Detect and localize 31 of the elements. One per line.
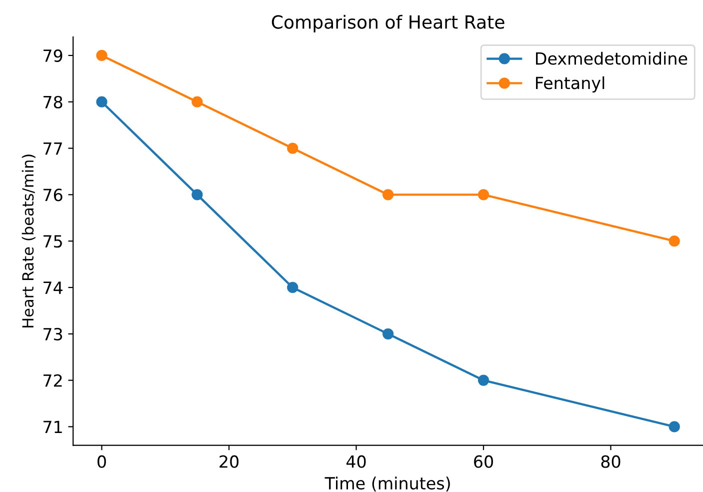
x-tick-label: 20	[220, 455, 238, 468]
y-tick-label: 73	[44, 328, 62, 340]
point	[287, 142, 298, 154]
y-tick-label: 74	[44, 282, 62, 294]
y-tick-label: 71	[44, 420, 62, 434]
legend-label: Fentanyl	[536, 76, 604, 92]
point	[478, 374, 490, 386]
y-tick-label: 79	[44, 49, 62, 62]
point	[668, 421, 680, 432]
point	[96, 96, 108, 108]
y-axis-title: Heart Rate (beats/min)	[22, 154, 36, 328]
chart-title: Comparison of Heart Rate	[272, 14, 504, 32]
point	[192, 96, 203, 108]
y-tick-label: 75	[44, 235, 62, 248]
x-axis-title: Time (minutes)	[324, 476, 450, 492]
y-tick-label: 77	[44, 142, 62, 155]
point	[192, 189, 203, 200]
point	[668, 236, 680, 247]
legend-label: Dexmedetomidine	[536, 52, 688, 65]
point	[382, 189, 394, 200]
x-tick-label: 0	[98, 455, 106, 468]
point	[478, 189, 490, 200]
point	[382, 328, 394, 340]
y-tick-label: 72	[44, 374, 62, 387]
point	[96, 50, 108, 62]
point	[287, 282, 298, 294]
x-tick-label: 60	[474, 455, 493, 468]
y-tick-label: 78	[44, 96, 62, 108]
x-tick-label: 40	[346, 455, 366, 468]
x-tick-label: 80	[601, 455, 620, 468]
y-tick-label: 76	[44, 188, 62, 202]
